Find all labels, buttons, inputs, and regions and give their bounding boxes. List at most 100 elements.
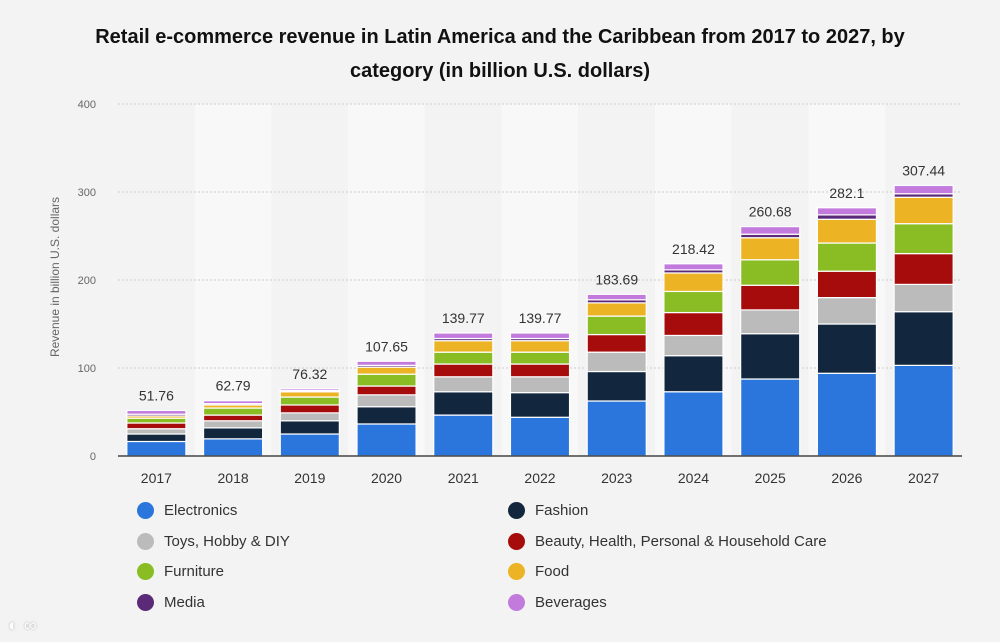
bar-segment-electronics bbox=[509, 416, 571, 457]
bar-segment-electronics bbox=[356, 423, 417, 457]
legend-item[interactable]: Fashion bbox=[508, 502, 588, 519]
bar-segment-furniture bbox=[509, 351, 571, 365]
bar-segment-food bbox=[663, 272, 724, 293]
legend-item[interactable]: Toys, Hobby & DIY bbox=[137, 532, 290, 550]
bar-segment-fashion bbox=[126, 433, 187, 443]
y-tick-label: 100 bbox=[78, 363, 96, 375]
legend-item[interactable]: Electronics bbox=[137, 502, 237, 519]
bar-segment-beauty-health-personal-household-care bbox=[433, 363, 494, 378]
bar-segment-beauty-health-personal-household-care bbox=[893, 253, 954, 286]
bar-segment-fashion bbox=[663, 355, 724, 393]
legend-item[interactable]: Beauty, Health, Personal & Household Car… bbox=[508, 532, 827, 550]
legend-label: Toys, Hobby & DIY bbox=[164, 532, 290, 550]
legend-label: Beverages bbox=[535, 593, 607, 611]
data-label-total: 76.32 bbox=[292, 366, 327, 382]
bar-segment-electronics bbox=[740, 378, 801, 457]
data-label-total: 282.1 bbox=[829, 185, 864, 201]
bar-segment-food bbox=[740, 237, 801, 261]
bar-segment-food bbox=[816, 218, 878, 244]
watermark-logo: ◐ ∞ bbox=[8, 615, 37, 635]
bar-segment-food bbox=[356, 366, 417, 375]
bar-segment-toys-hobby-diy bbox=[509, 376, 571, 394]
data-label-total: 260.68 bbox=[749, 204, 792, 220]
bar-segment-furniture bbox=[893, 223, 954, 255]
data-label-total: 139.77 bbox=[519, 310, 562, 326]
data-label-total: 183.69 bbox=[595, 271, 638, 287]
chart-title: Retail e-commerce revenue in Latin Ameri… bbox=[95, 26, 905, 82]
legend-label: Beauty, Health, Personal & Household Car… bbox=[535, 532, 827, 550]
bar-segment-food bbox=[509, 340, 571, 353]
bar-segment-beverages bbox=[279, 388, 340, 392]
bar-segment-furniture bbox=[202, 407, 264, 416]
y-tick-label: 300 bbox=[78, 187, 96, 199]
data-label-total: 139.77 bbox=[442, 310, 485, 326]
bar-segment-beverages bbox=[893, 184, 954, 195]
legend-item[interactable]: Food bbox=[508, 563, 569, 580]
bar-segment-beauty-health-personal-household-care bbox=[740, 284, 801, 311]
bar-segment-fashion bbox=[816, 323, 878, 374]
data-label-total: 62.79 bbox=[216, 378, 251, 394]
bar-segment-fashion bbox=[893, 311, 954, 366]
bar-segment-food bbox=[893, 196, 954, 225]
x-tick-label: 2019 bbox=[294, 470, 325, 486]
bar-segment-fashion bbox=[509, 392, 571, 418]
y-tick-label: 0 bbox=[90, 451, 96, 463]
bar-segment-beauty-health-personal-household-care bbox=[663, 311, 724, 337]
bar-segment-electronics bbox=[279, 433, 340, 457]
bar-segment-beauty-health-personal-household-care bbox=[279, 404, 340, 414]
bar-segment-furniture bbox=[816, 242, 878, 272]
legend-label: Media bbox=[164, 593, 205, 611]
bar-segment-electronics bbox=[586, 400, 647, 457]
bar-segment-furniture bbox=[126, 417, 187, 424]
bar-segment-beauty-health-personal-household-care bbox=[509, 363, 571, 378]
x-tick-label: 2027 bbox=[908, 470, 939, 486]
legend-label: Electronics bbox=[164, 502, 238, 519]
bar-segment-toys-hobby-diy bbox=[740, 309, 801, 335]
bar-segment-food bbox=[433, 340, 494, 353]
bar-segment-beverages bbox=[202, 400, 264, 405]
bar-segment-furniture bbox=[586, 315, 647, 336]
bar-segment-electronics bbox=[202, 438, 264, 457]
bar-segment-media bbox=[816, 214, 878, 220]
bar-segment-toys-hobby-diy bbox=[893, 283, 954, 313]
legend-marker-icon bbox=[508, 563, 525, 580]
bar-segment-toys-hobby-diy bbox=[126, 428, 187, 435]
bar-segment-furniture bbox=[356, 373, 417, 387]
bar-segment-fashion bbox=[356, 406, 417, 425]
bar-segment-furniture bbox=[740, 259, 801, 286]
x-tick-label: 2022 bbox=[524, 470, 555, 486]
legend-marker-icon bbox=[137, 563, 154, 580]
legend-item[interactable]: Furniture bbox=[137, 563, 224, 580]
bar-segment-beauty-health-personal-household-care bbox=[356, 385, 417, 396]
legend-marker-icon bbox=[508, 502, 525, 519]
legend-item[interactable]: Media bbox=[137, 593, 205, 611]
bar-segment-food bbox=[279, 391, 340, 398]
legend-marker-icon bbox=[508, 593, 525, 611]
bar-segment-beauty-health-personal-household-care bbox=[202, 414, 264, 422]
bar-segment-toys-hobby-diy bbox=[202, 420, 264, 429]
bar-segment-beverages bbox=[509, 332, 571, 340]
y-tick-label: 200 bbox=[78, 275, 96, 287]
legend-marker-icon bbox=[137, 593, 154, 611]
bar-segment-electronics bbox=[816, 372, 878, 457]
x-tick-label: 2026 bbox=[831, 470, 862, 486]
legend-marker-icon bbox=[508, 532, 525, 550]
data-label-total: 107.65 bbox=[365, 338, 408, 354]
legend-marker-icon bbox=[137, 532, 154, 550]
legend-item[interactable]: Beverages bbox=[508, 593, 607, 611]
bar-segment-fashion bbox=[586, 370, 647, 402]
bar-segment-toys-hobby-diy bbox=[433, 376, 494, 393]
bar-segment-furniture bbox=[279, 396, 340, 406]
bar-segment-toys-hobby-diy bbox=[586, 351, 647, 373]
legend-label: Fashion bbox=[535, 502, 589, 519]
x-tick-label: 2018 bbox=[218, 470, 249, 486]
bar-segment-furniture bbox=[433, 351, 494, 365]
bar-segment-fashion bbox=[279, 420, 340, 435]
x-tick-label: 2017 bbox=[141, 470, 172, 486]
bar-segment-electronics bbox=[893, 364, 954, 457]
bar-segment-fashion bbox=[202, 427, 264, 440]
bar-segment-beauty-health-personal-household-care bbox=[126, 422, 187, 430]
x-tick-label: 2023 bbox=[601, 470, 632, 486]
x-tick-label: 2020 bbox=[371, 470, 402, 486]
